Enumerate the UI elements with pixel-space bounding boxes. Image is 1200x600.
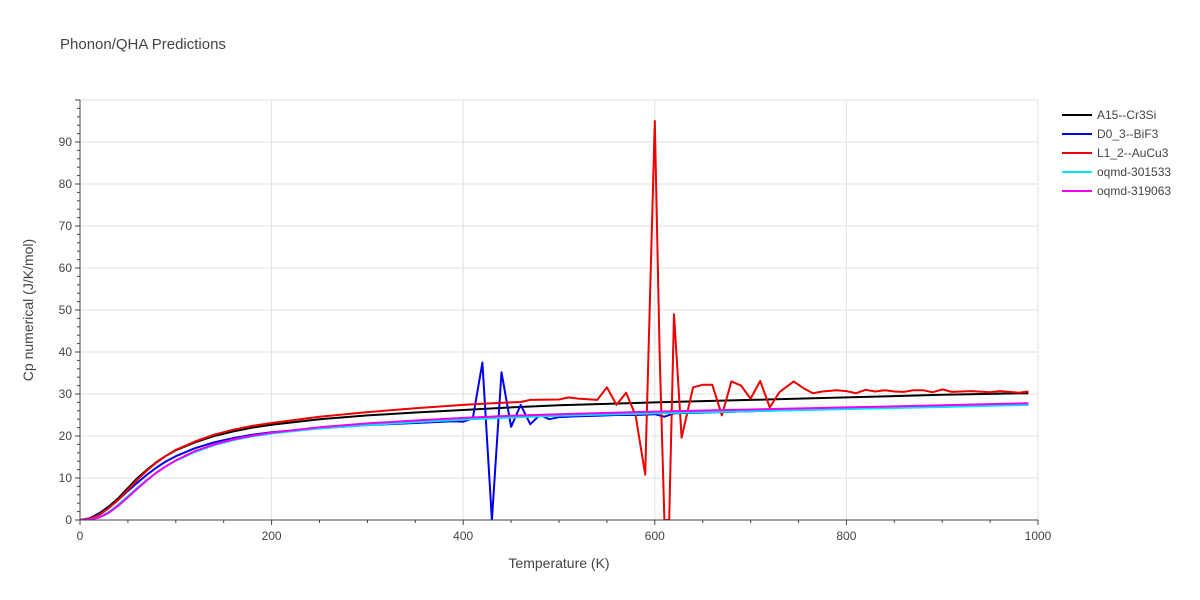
y-tick-label: 20: [59, 429, 73, 443]
x-tick-label: 1000: [1025, 529, 1052, 543]
y-tick-label: 0: [65, 513, 72, 527]
legend-item[interactable]: oqmd-301533: [1062, 165, 1171, 179]
y-tick-label: 40: [59, 345, 73, 359]
legend-label: oqmd-319063: [1097, 184, 1171, 198]
y-tick-label: 70: [59, 219, 73, 233]
series-line-oqmd-319063: [80, 402, 1029, 520]
y-tick-label: 50: [59, 303, 73, 317]
legend-item[interactable]: L1_2--AuCu3: [1062, 146, 1169, 160]
series-line-l1-2-aucu3: [80, 120, 1029, 520]
x-tick-label: 0: [77, 529, 84, 543]
y-tick-label: 60: [59, 261, 73, 275]
series-line-oqmd-301533: [80, 403, 1029, 520]
y-tick-label: 10: [59, 471, 73, 485]
legend-item[interactable]: oqmd-319063: [1062, 184, 1171, 198]
legend-item[interactable]: A15--Cr3Si: [1062, 108, 1156, 122]
legend-label: oqmd-301533: [1097, 165, 1171, 179]
legend-label: L1_2--AuCu3: [1097, 146, 1169, 160]
series-layer: [80, 120, 1029, 520]
series-line-a15-cr3si: [80, 392, 1029, 520]
y-tick-label: 90: [59, 135, 73, 149]
axes: 0 10 20 30 40 50 60 70 80 90 0 200 400 600 800 1000: [59, 99, 1052, 543]
x-axis-title: Temperature (K): [508, 555, 609, 571]
x-tick-label: 800: [836, 529, 856, 543]
legend-label: A15--Cr3Si: [1097, 108, 1156, 122]
grid-lines: [80, 99, 1039, 520]
legend-item[interactable]: D0_3--BiF3: [1062, 127, 1159, 141]
legend: A15--Cr3Si D0_3--BiF3 L1_2--AuCu3 oqmd-3015…: [1062, 108, 1171, 198]
legend-label: D0_3--BiF3: [1097, 127, 1159, 141]
chart-title: Phonon/QHA Predictions: [60, 36, 226, 53]
y-tick-label: 30: [59, 387, 73, 401]
x-tick-label: 200: [262, 529, 282, 543]
y-axis-title: Cp numerical (J/K/mol): [20, 239, 36, 381]
x-tick-label: 400: [453, 529, 473, 543]
x-tick-label: 600: [645, 529, 665, 543]
y-tick-label: 80: [59, 177, 73, 191]
